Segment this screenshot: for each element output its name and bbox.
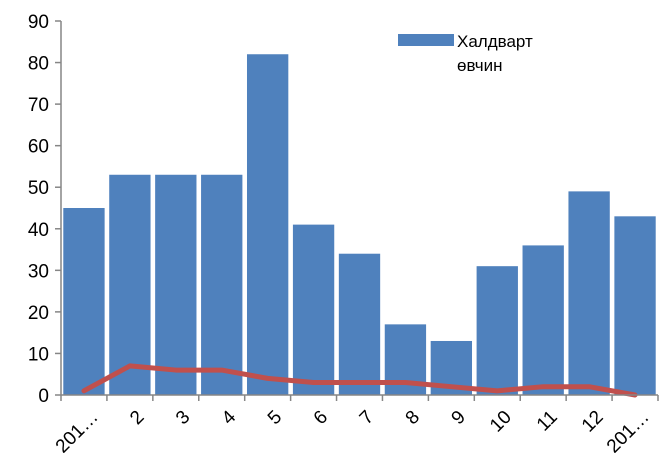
bar [568,191,609,395]
x-tick-label: 2 [126,407,148,429]
x-tick-label: 3 [172,407,194,429]
bar [477,266,518,395]
bar-series [63,54,655,395]
bar [339,254,380,395]
x-tick-label: 5 [264,407,286,429]
y-tick-label: 0 [38,386,49,407]
y-tick-label: 20 [28,303,49,324]
y-tick-label: 80 [28,54,49,75]
x-tick-label: 4 [218,406,241,429]
legend-label-line1: Халдварт [457,32,533,51]
x-tick-label: 201… [52,407,103,453]
bar [523,245,564,395]
legend-label-line2: өвчин [457,56,502,75]
x-tick-label: 10 [486,407,516,437]
y-tick-label: 40 [28,220,49,241]
y-tick-label: 30 [28,261,49,282]
y-tick-label: 60 [28,137,49,158]
y-tick-label: 50 [28,178,49,199]
y-axis: 0 10 20 30 40 50 60 70 80 90 [28,12,61,407]
y-tick-label: 10 [28,344,49,365]
x-axis: 201… 2 3 4 5 6 7 8 9 10 11 12201… [52,395,658,453]
bar [155,175,196,395]
y-tick-label: 70 [28,95,49,116]
x-tick-label: 11 [533,407,562,436]
bar [109,175,150,395]
bar [201,175,242,395]
x-tick-label: 201… [603,407,654,453]
x-tick-label: 6 [310,407,332,429]
legend-swatch [398,34,454,46]
x-tick-label: 7 [356,407,378,429]
bar [63,208,104,395]
bar [614,216,655,395]
bar [247,54,288,395]
y-tick-label: 90 [28,12,49,33]
x-tick-label: 12 [578,407,608,437]
x-tick-label: 9 [448,407,470,429]
bar [293,225,334,395]
x-tick-label: 8 [402,407,424,429]
legend: Халдварт өвчин [398,32,533,75]
